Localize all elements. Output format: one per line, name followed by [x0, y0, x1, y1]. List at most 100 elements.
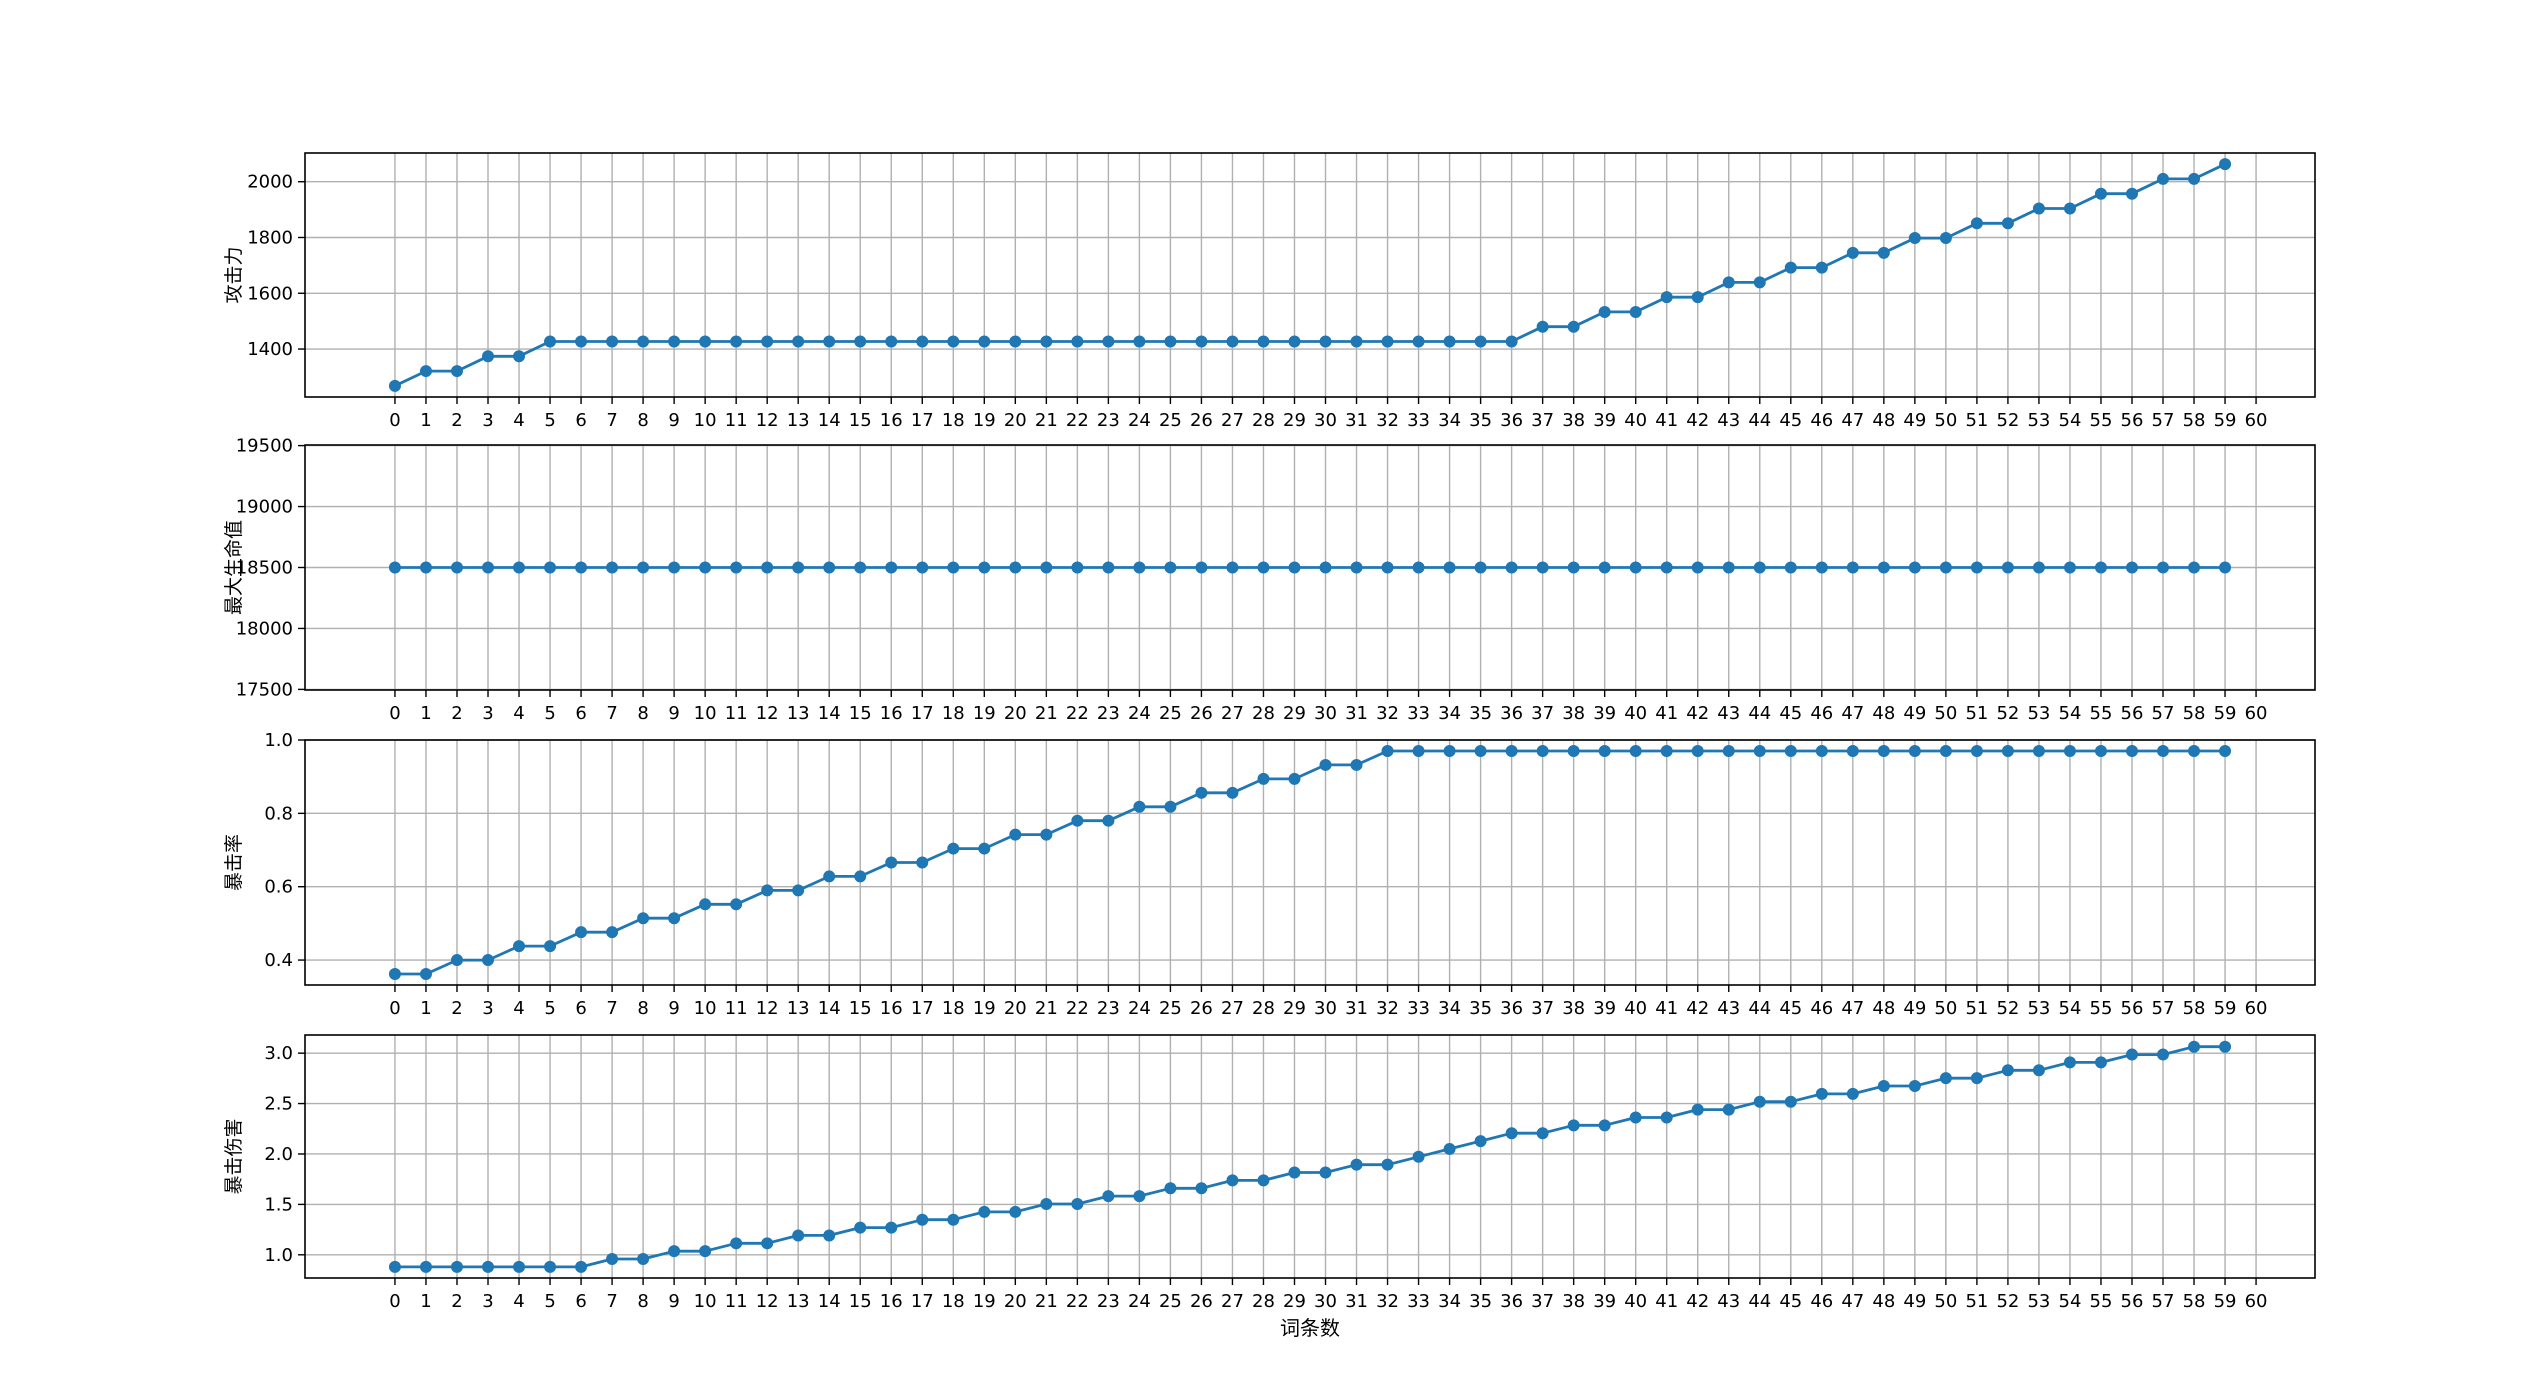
data-point	[2063, 1056, 2076, 1069]
x-tick-label: 60	[2245, 1291, 2268, 1312]
x-tick-label: 24	[1128, 410, 1151, 431]
data-point	[1660, 745, 1673, 758]
data-point	[450, 365, 463, 378]
y-tick-label: 0.4	[264, 950, 293, 971]
x-tick-label: 1	[420, 1291, 431, 1312]
x-tick-label: 22	[1066, 703, 1089, 724]
data-point	[1567, 1119, 1580, 1132]
x-tick-label: 8	[637, 410, 648, 431]
data-point	[885, 335, 898, 348]
y-tick-label: 1.0	[264, 730, 293, 751]
data-point	[1939, 1072, 1952, 1085]
data-point	[916, 1213, 929, 1226]
data-point	[730, 561, 743, 574]
x-tick-label: 5	[544, 410, 555, 431]
x-tick-label: 47	[1841, 1291, 1864, 1312]
x-tick-label: 28	[1252, 410, 1275, 431]
data-point	[1722, 561, 1735, 574]
data-point	[544, 1260, 557, 1273]
data-point	[2094, 187, 2107, 200]
x-tick-label: 44	[1748, 998, 1771, 1019]
data-point	[947, 335, 960, 348]
data-point	[1226, 1174, 1239, 1187]
data-point	[1381, 561, 1394, 574]
x-tick-label: 18	[942, 703, 965, 724]
x-tick-label: 31	[1345, 1291, 1368, 1312]
data-point	[1443, 561, 1456, 574]
data-point	[606, 561, 619, 574]
data-point	[1505, 745, 1518, 758]
x-tick-label: 15	[849, 703, 872, 724]
x-tick-label: 42	[1686, 998, 1709, 1019]
data-point	[668, 1245, 681, 1258]
x-tick-label: 54	[2059, 410, 2082, 431]
x-tick-label: 31	[1345, 998, 1368, 1019]
data-point	[1319, 1166, 1332, 1179]
x-tick-label: 33	[1407, 1291, 1430, 1312]
x-tick-label: 12	[756, 998, 779, 1019]
data-point	[792, 335, 805, 348]
data-point	[1412, 745, 1425, 758]
x-tick-label: 55	[2090, 703, 2113, 724]
data-point	[1722, 745, 1735, 758]
x-tick-label: 26	[1190, 1291, 1213, 1312]
y-tick-label: 18000	[236, 618, 293, 639]
x-tick-label: 9	[668, 998, 679, 1019]
x-tick-label: 47	[1841, 410, 1864, 431]
data-point	[1443, 335, 1456, 348]
x-tick-label: 38	[1562, 410, 1585, 431]
y-tick-label: 19000	[236, 497, 293, 518]
x-tick-label: 48	[1872, 410, 1895, 431]
x-tick-label: 20	[1004, 998, 1027, 1019]
data-point	[1629, 1111, 1642, 1124]
data-point	[544, 335, 557, 348]
data-point	[947, 1213, 960, 1226]
data-point	[1970, 217, 1983, 230]
x-tick-label: 51	[1965, 1291, 1988, 1312]
x-tick-label: 43	[1717, 703, 1740, 724]
data-point	[1474, 335, 1487, 348]
data-point	[1195, 561, 1208, 574]
data-point	[450, 561, 463, 574]
data-point	[699, 335, 712, 348]
data-point	[606, 926, 619, 939]
data-point	[2125, 745, 2138, 758]
data-point	[947, 842, 960, 855]
y-axis-label: 暴击伤害	[223, 1118, 245, 1194]
x-tick-label: 50	[1934, 1291, 1957, 1312]
x-tick-label: 12	[756, 410, 779, 431]
data-point	[544, 940, 557, 953]
x-tick-label: 16	[880, 1291, 903, 1312]
data-point	[2032, 745, 2045, 758]
x-tick-label: 38	[1562, 703, 1585, 724]
data-point	[1133, 561, 1146, 574]
x-tick-label: 58	[2183, 410, 2206, 431]
data-point	[1257, 335, 1270, 348]
data-point	[1288, 772, 1301, 785]
data-point	[1815, 1087, 1828, 1100]
x-tick-label: 52	[1996, 703, 2019, 724]
x-tick-label: 32	[1376, 998, 1399, 1019]
x-tick-label: 4	[513, 998, 524, 1019]
data-point	[730, 898, 743, 911]
x-tick-label: 6	[575, 998, 586, 1019]
data-point	[1846, 246, 1859, 259]
x-tick-label: 34	[1438, 410, 1461, 431]
data-point	[1257, 772, 1270, 785]
x-tick-label: 59	[2214, 703, 2237, 724]
data-point	[1722, 276, 1735, 289]
x-tick-label: 3	[482, 998, 493, 1019]
y-tick-label: 1400	[247, 339, 293, 360]
x-tick-label: 16	[880, 703, 903, 724]
data-point	[1598, 305, 1611, 318]
x-tick-label: 36	[1500, 703, 1523, 724]
data-point	[482, 954, 495, 967]
x-tick-label: 28	[1252, 998, 1275, 1019]
x-tick-label: 8	[637, 1291, 648, 1312]
data-point	[1040, 828, 1053, 841]
data-point	[2001, 1064, 2014, 1077]
x-tick-label: 38	[1562, 998, 1585, 1019]
data-point	[1908, 1080, 1921, 1093]
data-point	[419, 561, 432, 574]
